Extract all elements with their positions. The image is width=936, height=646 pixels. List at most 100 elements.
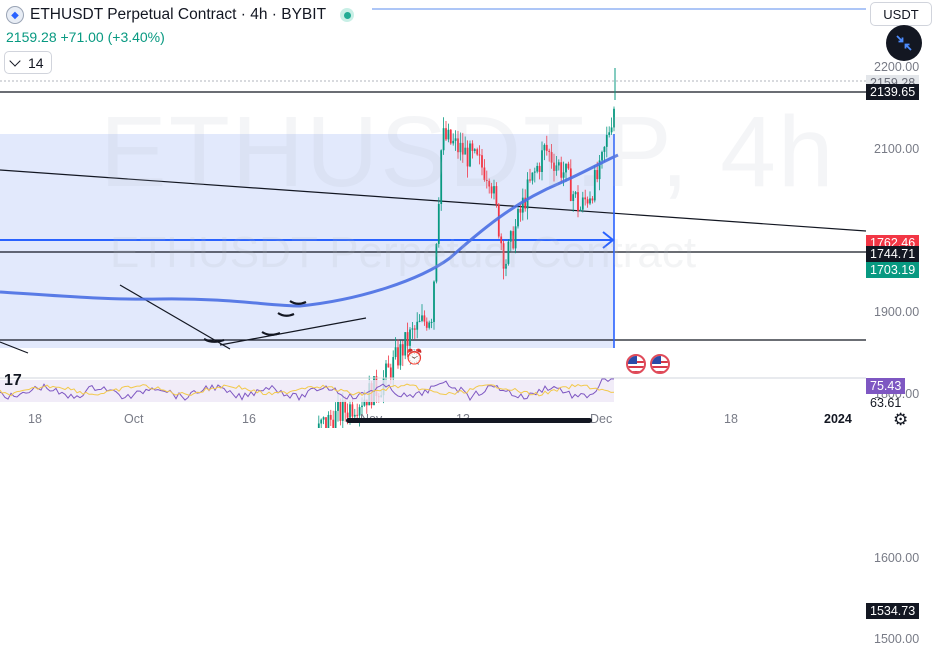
- horizontal-scrollbar[interactable]: [346, 418, 592, 423]
- candle-body: [327, 414, 330, 428]
- candle-body: [365, 399, 368, 406]
- candle-body: [346, 412, 349, 418]
- candle-body: [505, 263, 507, 269]
- candle-body: [332, 419, 335, 428]
- price-label: 1744.71: [866, 246, 920, 262]
- us-flag-icon[interactable]: [650, 354, 670, 374]
- chevron-down-icon: [9, 54, 21, 67]
- price-label: 1703.19: [866, 262, 920, 278]
- rsi-value-label: 75.43: [866, 378, 906, 394]
- candle-body: [363, 399, 366, 406]
- candle-body: [591, 198, 594, 201]
- candle-body: [411, 328, 414, 330]
- candle-body: [466, 147, 469, 167]
- time-axis-label: 18: [724, 412, 738, 426]
- candle-body: [613, 108, 615, 128]
- candle-body: [478, 154, 481, 156]
- candle-body: [358, 407, 361, 416]
- price-axis-tick: 1500.00: [874, 632, 920, 646]
- candle-body: [605, 134, 608, 147]
- candle-body: [399, 344, 402, 366]
- rsi-period-selector[interactable]: 14: [4, 51, 52, 74]
- candle-body: [526, 179, 529, 209]
- candle-body: [418, 320, 421, 322]
- candle-body: [512, 231, 515, 249]
- eth-logo-icon: ◆: [6, 6, 24, 24]
- symbol-title[interactable]: ETHUSDT Perpetual Contract · 4h · BYBIT: [30, 6, 327, 23]
- time-axis-label: 16: [242, 412, 256, 426]
- rsi-left-label: 17: [4, 372, 22, 389]
- candle-body: [385, 363, 387, 379]
- us-flag-icon[interactable]: [626, 354, 646, 374]
- currency-label: USDT: [883, 6, 919, 22]
- candle-body: [548, 150, 551, 153]
- candle-body: [493, 186, 495, 194]
- candle-body: [445, 128, 447, 140]
- candle-body: [483, 167, 486, 180]
- rsi-line: [0, 378, 614, 402]
- price-axis-tick: 2200.00: [874, 60, 920, 74]
- time-axis-label: 2024: [824, 412, 852, 426]
- candle-body: [447, 129, 450, 140]
- candle-body: [452, 140, 455, 144]
- price-chart[interactable]: [0, 0, 936, 428]
- ema-line: [0, 153, 619, 308]
- rsi-band: [0, 380, 614, 402]
- candle-body: [329, 414, 332, 420]
- candle-body: [560, 162, 563, 178]
- candle-body: [514, 226, 517, 249]
- candle-body: [567, 163, 570, 169]
- symbol-header[interactable]: ◆ ETHUSDT Perpetual Contract · 4h · BYBI…: [6, 6, 355, 24]
- candle-body: [471, 143, 474, 151]
- price-change-readout: 2159.28 +71.00 (+3.40%): [6, 29, 165, 45]
- price-axis-tick: 2100.00: [874, 141, 920, 156]
- candle-body: [502, 243, 505, 269]
- candle-body: [545, 144, 548, 151]
- candle-body: [572, 194, 575, 201]
- candle-body: [464, 147, 467, 155]
- candle-body: [543, 144, 546, 151]
- candle-body: [598, 160, 601, 180]
- candle-body: [339, 401, 342, 421]
- candle-body: [574, 192, 577, 195]
- candle-body: [538, 165, 541, 172]
- candle-body: [437, 203, 440, 244]
- candle-body: [581, 197, 584, 210]
- candle-body: [423, 315, 426, 322]
- candle-body: [469, 143, 471, 167]
- candle-body: [497, 204, 500, 237]
- candle-body: [490, 186, 493, 194]
- support-mark: [289, 300, 307, 305]
- market-status-icon: [340, 8, 355, 22]
- gear-icon[interactable]: ⚙: [893, 410, 909, 429]
- collapse-button[interactable]: [886, 25, 922, 61]
- candle-body: [356, 414, 359, 416]
- candle-body: [579, 209, 582, 212]
- candle-body: [596, 170, 599, 180]
- candle-body: [524, 197, 527, 209]
- price-change: +71.00 (+3.40%): [60, 29, 165, 45]
- price-label: 1534.73: [866, 602, 920, 619]
- period-value: 14: [28, 54, 44, 71]
- candle-body: [320, 419, 323, 424]
- trendline-left: [0, 341, 29, 354]
- descending-trendline: [0, 169, 867, 232]
- candle-body: [430, 321, 433, 323]
- candle-body: [428, 322, 431, 328]
- currency-selector[interactable]: USDT: [870, 2, 932, 26]
- candle-body: [565, 163, 567, 173]
- support-mark: [203, 338, 225, 343]
- candle-body: [603, 146, 606, 152]
- alarm-clock-icon[interactable]: ⏰: [405, 349, 424, 366]
- candle-body: [509, 231, 512, 242]
- candle-body: [454, 138, 457, 141]
- candle-body: [442, 128, 445, 151]
- arrow-head-icon: [602, 231, 615, 249]
- candle-body: [389, 367, 392, 379]
- collapse-arrows-icon: [896, 35, 912, 51]
- candle-body: [473, 149, 476, 151]
- candle-body: [387, 363, 390, 368]
- candle-body: [440, 150, 443, 204]
- candle-body: [536, 165, 539, 172]
- candle-body: [519, 208, 522, 213]
